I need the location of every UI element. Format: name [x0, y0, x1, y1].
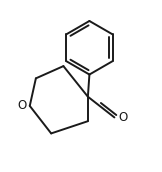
Text: O: O	[17, 99, 27, 112]
Text: O: O	[118, 111, 127, 124]
